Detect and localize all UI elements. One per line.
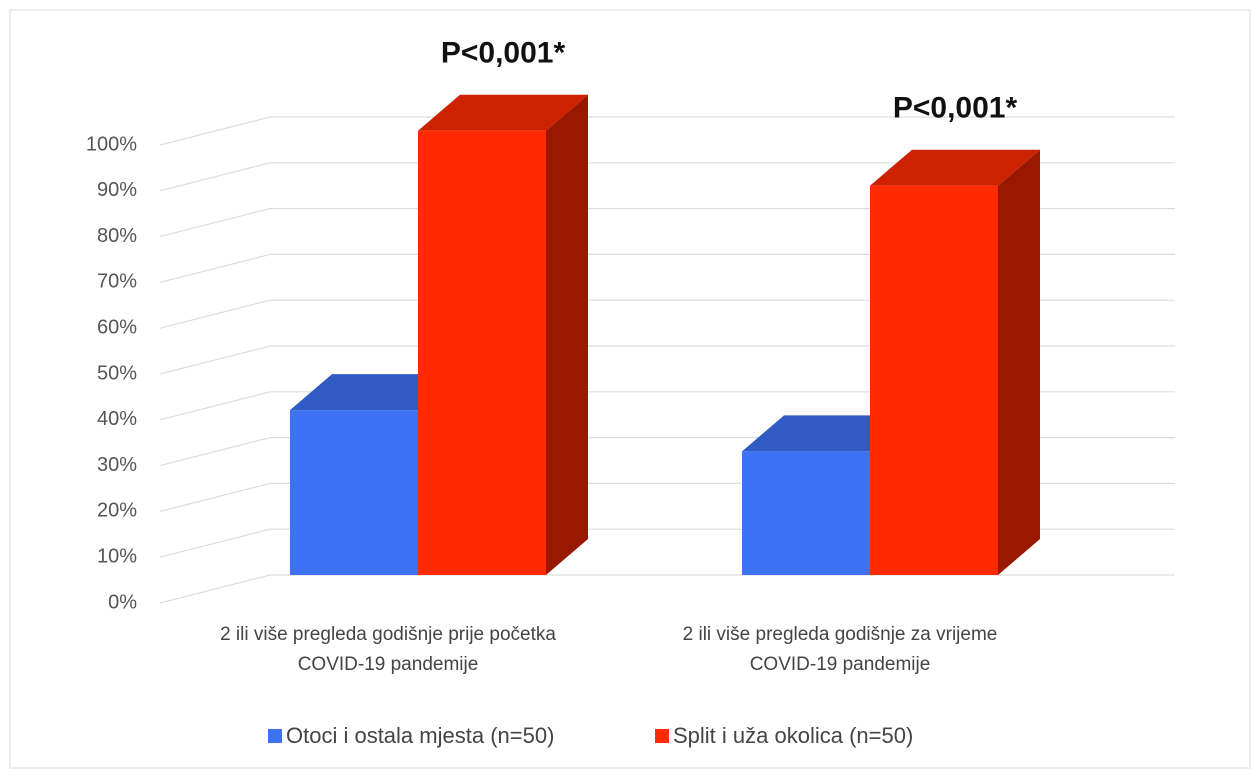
- bar-side: [546, 94, 588, 576]
- bar: [418, 130, 546, 576]
- bar-top: [742, 415, 912, 452]
- annotation: P<0,001*: [441, 37, 566, 70]
- bar: [290, 410, 418, 575]
- y-tick-label: 60%: [97, 316, 137, 338]
- grid-line-side: [159, 345, 271, 375]
- grid-line-side: [159, 528, 271, 558]
- grid-line-side: [159, 482, 271, 512]
- y-tick-label: 80%: [97, 225, 137, 247]
- x-tick-label: 2 ili više pregleda godišnje za vrijeme …: [682, 624, 998, 675]
- bar: [742, 451, 870, 575]
- y-tick-label: 10%: [97, 545, 137, 567]
- grid-line-side: [159, 299, 271, 329]
- grid-line-side: [159, 437, 271, 467]
- legend-swatch: [268, 729, 282, 743]
- grid-line-side: [159, 574, 271, 604]
- bar-side: [998, 149, 1040, 575]
- bar-top: [290, 374, 460, 411]
- y-tick-label: 30%: [97, 454, 137, 476]
- bar-top: [418, 94, 588, 131]
- x-tick-label: 2 ili više pregleda godišnje prije počet…: [220, 624, 556, 675]
- y-tick-label: 100%: [86, 133, 137, 155]
- y-tick-label: 70%: [97, 271, 137, 293]
- y-tick-label: 90%: [97, 179, 137, 201]
- y-tick-label: 50%: [97, 362, 137, 384]
- grid-line-side: [159, 391, 271, 421]
- y-tick-label: 0%: [108, 591, 137, 613]
- grid-line-side: [159, 208, 271, 238]
- y-tick-label: 20%: [97, 500, 137, 522]
- legend-swatch: [655, 729, 669, 743]
- bar: [870, 185, 998, 575]
- grid-line-side: [159, 162, 271, 192]
- legend-label: Otoci i ostala mjesta (n=50): [286, 723, 554, 748]
- annotation: P<0,001*: [893, 92, 1018, 125]
- frame: [9, 9, 1251, 769]
- legend-label: Split i uža okolica (n=50): [673, 723, 913, 748]
- y-tick-label: 40%: [97, 408, 137, 430]
- bar-top: [870, 149, 1040, 186]
- grid-line-side: [159, 116, 271, 146]
- grid-line-side: [159, 253, 271, 283]
